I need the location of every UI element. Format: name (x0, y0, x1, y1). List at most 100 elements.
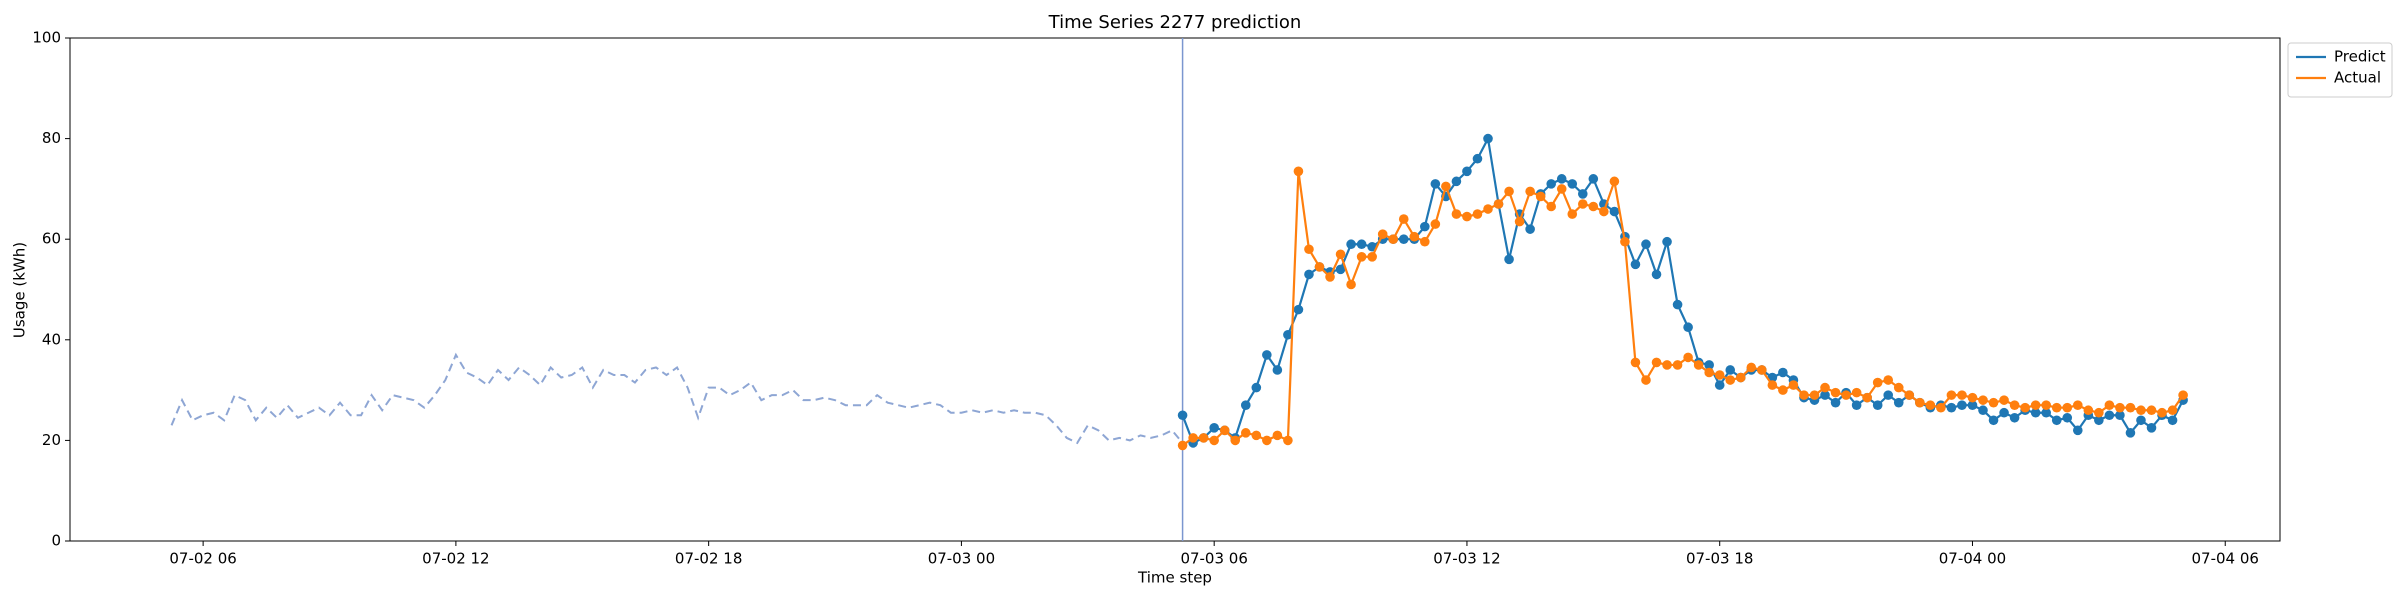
series-point (1714, 370, 1725, 380)
series-point (2094, 415, 2104, 426)
series-point (2009, 412, 2020, 423)
series-point (1177, 410, 1188, 421)
series-point (1778, 385, 1788, 395)
series-point (1946, 402, 1957, 413)
series-point (1451, 176, 1462, 187)
series-point (1609, 176, 1620, 187)
series-point (2030, 400, 2041, 410)
series-point (2062, 412, 2073, 423)
series-point (1567, 209, 1578, 219)
series-point (1978, 395, 1988, 405)
series-point (2083, 405, 2094, 416)
y-tick-label: 40 (42, 330, 61, 348)
series-point (1325, 272, 1335, 282)
series-point (1830, 387, 1841, 398)
series-point (2125, 402, 2136, 413)
series-point (1915, 397, 1925, 408)
series-point (1904, 390, 1915, 400)
history-line (170, 352, 1184, 445)
series-point (1851, 400, 1862, 410)
series-point (2062, 402, 2073, 413)
series-point (1725, 375, 1736, 385)
series-point (1704, 367, 1714, 378)
series-point (1356, 239, 1367, 250)
plot-frame (69, 37, 2281, 542)
series-point (1757, 365, 1767, 375)
series-point (1957, 400, 1967, 410)
series-point (1209, 435, 1219, 446)
y-tick-label: 100 (32, 29, 61, 47)
series-point (1988, 397, 1999, 408)
series-point (1198, 433, 1209, 443)
series-point (1883, 375, 1894, 385)
series-point (1999, 395, 2009, 405)
series-point (1472, 209, 1483, 219)
series-point (1262, 435, 1272, 446)
x-tick-label: 07-03 12 (1433, 550, 1500, 568)
series-point (1936, 402, 1946, 413)
series-point (1735, 372, 1746, 383)
series-point (1462, 166, 1472, 177)
series-point (1346, 279, 1356, 290)
series-point (1472, 153, 1483, 164)
series-point (1620, 236, 1630, 247)
series-point (1493, 199, 1504, 209)
series-point (2104, 400, 2115, 410)
series-point (1893, 382, 1904, 393)
series-point (1630, 259, 1641, 270)
x-tick-label: 07-04 00 (1939, 550, 2006, 568)
series-point (2020, 402, 2030, 413)
series-point (1672, 299, 1683, 310)
series-point (1872, 377, 1883, 388)
series-point (1577, 199, 1588, 209)
series-point (2051, 402, 2062, 413)
series-point (1851, 387, 1862, 398)
series-point (1662, 236, 1672, 247)
legend-label: Predict (2334, 48, 2386, 66)
series-point (1388, 234, 1399, 244)
series-point (1293, 166, 1304, 177)
series-point (2115, 410, 2125, 421)
series-point (1725, 365, 1736, 375)
series-point (1420, 221, 1430, 232)
x-tick-label: 07-02 12 (422, 550, 489, 568)
series-point (1483, 204, 1493, 214)
series-point (1430, 219, 1441, 229)
series-point (1820, 382, 1830, 393)
series-point (1251, 430, 1262, 441)
series-point (2094, 407, 2104, 418)
series-point (1177, 440, 1188, 451)
series-point (1841, 390, 1851, 400)
series-point (1546, 201, 1556, 212)
series-point (1988, 415, 1999, 426)
series-point (1525, 224, 1535, 234)
series-point (1219, 425, 1230, 436)
series-point (1683, 352, 1693, 363)
x-tick-label: 07-04 06 (2192, 550, 2259, 568)
series-point (1556, 184, 1567, 194)
series-point (1978, 405, 1988, 416)
series-point (1409, 231, 1420, 242)
series-point (1462, 211, 1472, 222)
series-point (1209, 423, 1219, 433)
series-point (1272, 365, 1283, 375)
series-point (1967, 400, 1978, 410)
series-point (1641, 375, 1651, 385)
series-point (1999, 407, 2009, 418)
x-axis-label: Time step (1137, 569, 1212, 587)
series-point (1304, 269, 1314, 280)
series-point (2167, 405, 2178, 416)
series-point (1504, 254, 1514, 265)
series-point (1514, 216, 1525, 227)
series-point (2115, 402, 2125, 413)
series-point (1809, 390, 1820, 400)
series-point (1546, 179, 1556, 189)
series-point (1957, 390, 1967, 400)
series-line (1181, 135, 2185, 445)
series-point (1567, 179, 1578, 189)
series-point (1967, 392, 1978, 403)
series-point (1240, 400, 1251, 410)
series-point (1293, 304, 1304, 315)
